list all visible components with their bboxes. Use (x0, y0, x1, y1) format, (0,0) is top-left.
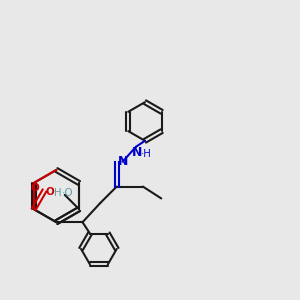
Text: O: O (46, 187, 55, 197)
Text: N: N (132, 146, 142, 159)
Text: H: H (54, 188, 61, 198)
Text: ·O: ·O (61, 188, 73, 198)
Text: N: N (118, 155, 128, 168)
Text: O: O (30, 183, 39, 193)
Text: ·H: ·H (141, 149, 152, 159)
